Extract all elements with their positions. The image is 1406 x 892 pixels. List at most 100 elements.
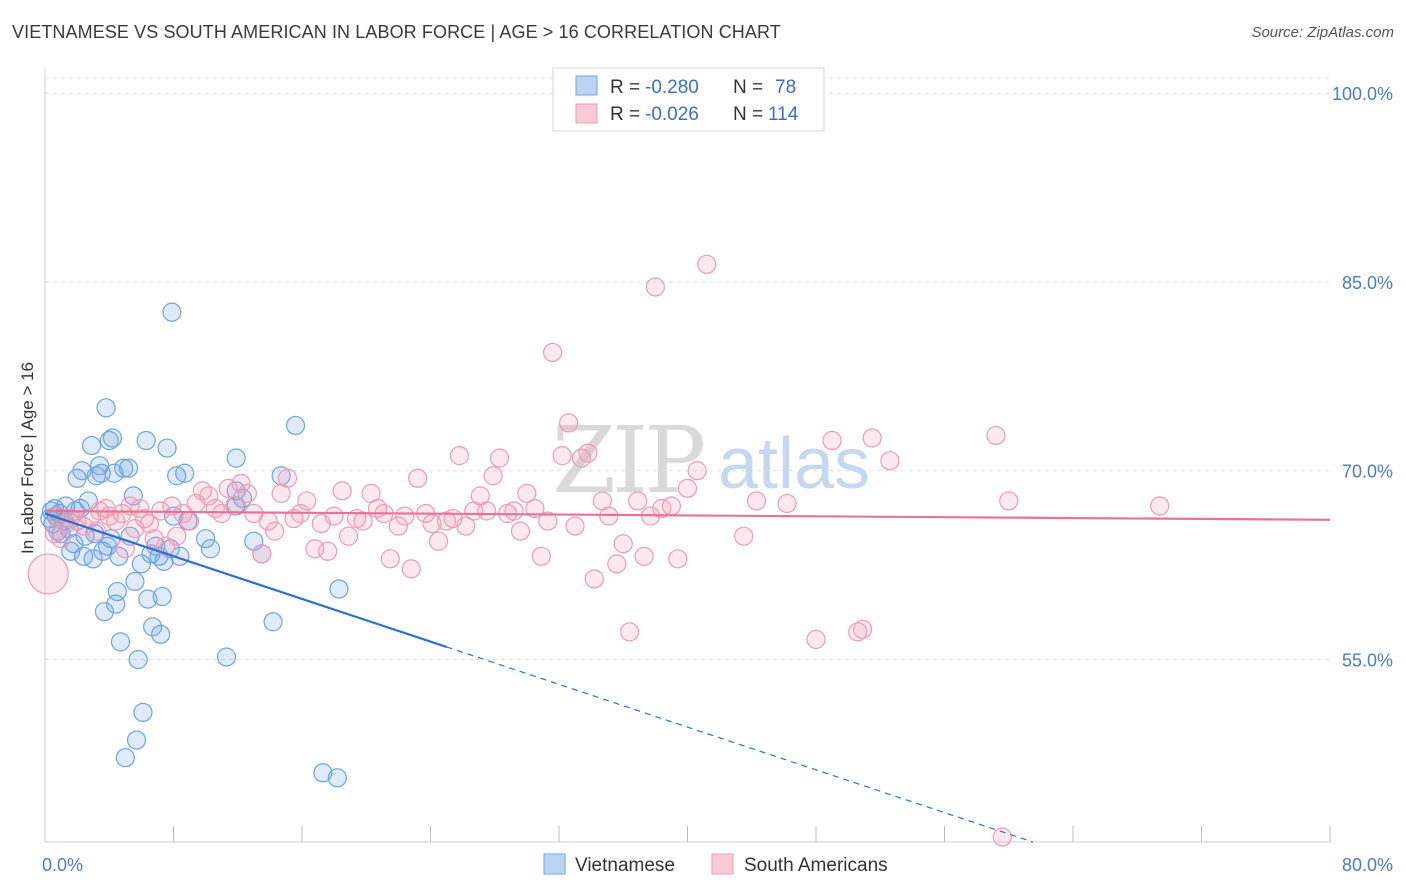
bottom-legend-swatch-vietnamese [543, 853, 566, 875]
point-vietnamese-77 [329, 579, 349, 599]
point-south-americans-57 [380, 549, 400, 569]
point-south-americans-103 [734, 526, 754, 546]
point-south-americans-84 [565, 516, 585, 536]
point-vietnamese-38 [114, 458, 134, 478]
watermark-atlas: atlas [718, 424, 870, 504]
x-tick-labels: 0.0% 80.0% [42, 855, 1393, 875]
point-vietnamese-36 [109, 546, 129, 566]
point-vietnamese-21 [83, 549, 103, 569]
point-south-americans-71 [477, 501, 497, 521]
point-vietnamese-57 [157, 438, 177, 458]
point-south-americans-115 [992, 827, 1012, 847]
point-south-americans-25 [167, 526, 187, 546]
legend-r-value-1: -0.280 [645, 77, 699, 98]
point-vietnamese-33 [104, 463, 124, 483]
point-south-americans-33 [218, 478, 238, 498]
trend-line-south-americans [44, 509, 1331, 521]
bottom-legend-swatch-south-americans [711, 853, 734, 875]
point-vietnamese-39 [115, 748, 135, 768]
y-tick-label-3: 100.0% [1332, 84, 1393, 104]
point-vietnamese-55 [152, 586, 172, 607]
point-vietnamese-49 [138, 589, 158, 609]
point-south-americans-59 [395, 506, 415, 526]
point-south-americans-67 [449, 446, 470, 466]
point-south-americans-51 [338, 526, 359, 546]
trend-line-vietnamese [44, 512, 447, 648]
point-vietnamese-30 [99, 430, 119, 451]
point-vietnamese-20 [81, 435, 102, 456]
point-south-americans-82 [552, 446, 572, 466]
point-south-americans-114 [1150, 496, 1170, 516]
point-south-americans-78 [525, 498, 545, 519]
point-vietnamese-74 [263, 612, 283, 632]
point-vietnamese-54 [151, 624, 171, 644]
point-south-americans-49 [324, 506, 344, 526]
point-south-americans-110 [862, 428, 882, 448]
point-south-americans-30 [199, 486, 219, 506]
legend-n-label-1: N = [733, 77, 763, 98]
point-vietnamese-28 [96, 398, 116, 418]
grid-lines [45, 77, 1330, 661]
point-south-americans-14 [112, 503, 132, 524]
point-south-americans-112 [986, 425, 1006, 446]
point-south-americans-34 [224, 496, 245, 516]
bottom-legend-south-americans: South Americans [744, 855, 888, 876]
point-vietnamese-44 [126, 730, 147, 750]
point-south-americans-73 [489, 448, 510, 468]
point-south-americans-3 [51, 529, 71, 549]
point-south-americans-107 [822, 430, 842, 451]
legend-swatch-south-americans [575, 103, 598, 124]
bottom-legend: Vietnamese South Americans [543, 853, 888, 876]
point-vietnamese-65 [196, 529, 216, 549]
point-south-americans-80 [538, 511, 558, 531]
legend-n-label-2: N = [733, 104, 763, 125]
point-south-americans-50 [332, 481, 352, 501]
point-vietnamese-37 [110, 632, 131, 652]
axes [44, 68, 1331, 843]
point-vietnamese-51 [143, 617, 163, 637]
point-south-americans-53 [353, 511, 373, 531]
legend-frame [552, 67, 825, 132]
point-south-americans-0 [27, 553, 69, 595]
point-south-americans-96 [645, 277, 665, 297]
point-south-americans-76 [510, 521, 531, 541]
y-tick-label-2: 85.0% [1342, 273, 1393, 293]
point-vietnamese-45 [128, 649, 148, 670]
point-vietnamese-66 [200, 539, 221, 559]
point-vietnamese-79 [327, 768, 347, 788]
point-south-americans-94 [634, 546, 654, 566]
point-south-americans-99 [668, 549, 688, 569]
point-south-americans-20 [139, 513, 160, 534]
x-tick-label-1: 80.0% [1342, 855, 1393, 875]
point-south-americans-36 [237, 483, 257, 503]
point-south-americans-85 [571, 448, 592, 468]
point-south-americans-38 [252, 544, 272, 564]
point-south-americans-101 [687, 461, 707, 481]
point-south-americans-93 [628, 491, 648, 511]
point-south-americans-102 [697, 254, 717, 274]
point-vietnamese-67 [216, 647, 237, 667]
point-south-americans-17 [125, 519, 145, 539]
legend-r-label-2: R = [610, 104, 640, 125]
point-south-americans-105 [777, 493, 797, 514]
y-axis-label: In Labor Force | Age > 16 [18, 362, 37, 554]
point-south-americans-58 [388, 516, 408, 536]
point-south-americans-89 [599, 506, 619, 526]
legend-box: R = -0.280 N = 78 R = -0.026 N = 114 [552, 67, 825, 132]
point-vietnamese-40 [118, 458, 139, 478]
bottom-legend-vietnamese: Vietnamese [575, 855, 675, 876]
legend-n-value-1: 78 [775, 77, 796, 98]
data-points [27, 254, 1170, 847]
point-south-americans-27 [179, 511, 200, 531]
point-south-americans-40 [265, 521, 285, 541]
point-south-americans-111 [880, 451, 900, 471]
point-vietnamese-27 [94, 602, 115, 622]
y-tick-labels: 55.0% 70.0% 85.0% 100.0% [1332, 84, 1393, 670]
point-south-americans-18 [130, 498, 150, 519]
legend-n-value-2: 114 [768, 104, 799, 125]
source-label: Source: ZipAtlas.com [1251, 24, 1394, 41]
legend-r-label-1: R = [610, 77, 640, 98]
point-south-americans-42 [277, 468, 298, 488]
point-south-americans-79 [531, 546, 551, 566]
